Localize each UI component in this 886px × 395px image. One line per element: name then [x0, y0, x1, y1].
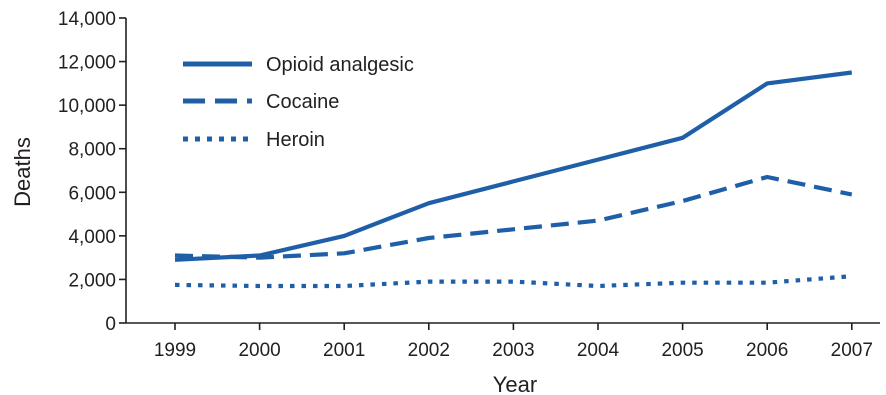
y-tick-label: 6,000: [68, 183, 116, 204]
x-tick-label: 2000: [238, 340, 280, 361]
y-axis-title: Deaths: [10, 137, 35, 207]
y-tick-label: 12,000: [58, 53, 116, 74]
x-tick-label: 2007: [831, 340, 873, 361]
x-tick-label: 2003: [492, 340, 534, 361]
x-tick-label: 2001: [323, 340, 365, 361]
y-axis-ticks: 0 2,000 4,000 6,000 8,000 10,000 12,000 14,000: [58, 9, 126, 335]
axes: [125, 18, 880, 324]
legend: Opioid analgesic Cocaine Heroin: [183, 54, 414, 151]
x-tick-label: 2006: [746, 340, 788, 361]
y-tick-label: 2,000: [68, 270, 116, 291]
series-lines: [174, 70, 853, 289]
y-tick-label: 14,000: [58, 9, 116, 30]
series-line-heroin: [174, 274, 852, 289]
series-line-cocaine: [174, 174, 853, 260]
x-tick-label: 1999: [154, 340, 196, 361]
y-tick-label: 8,000: [68, 140, 116, 161]
x-tick-label: 2004: [577, 340, 620, 361]
y-tick-label: 10,000: [58, 96, 116, 117]
x-tick-label: 2002: [408, 340, 450, 361]
y-tick-label: 0: [105, 314, 116, 335]
legend-label: Cocaine: [266, 91, 339, 113]
x-tick-label: 2005: [661, 340, 703, 361]
x-axis-title: Year: [493, 372, 537, 395]
x-axis-ticks: 1999 2000 2001 2002 2003 2004 2005 2006 2007: [154, 323, 873, 361]
y-tick-label: 4,000: [68, 227, 116, 248]
legend-label: Heroin: [266, 129, 325, 151]
legend-label: Opioid analgesic: [266, 54, 414, 76]
series-line-opioid-analgesic: [174, 70, 853, 262]
